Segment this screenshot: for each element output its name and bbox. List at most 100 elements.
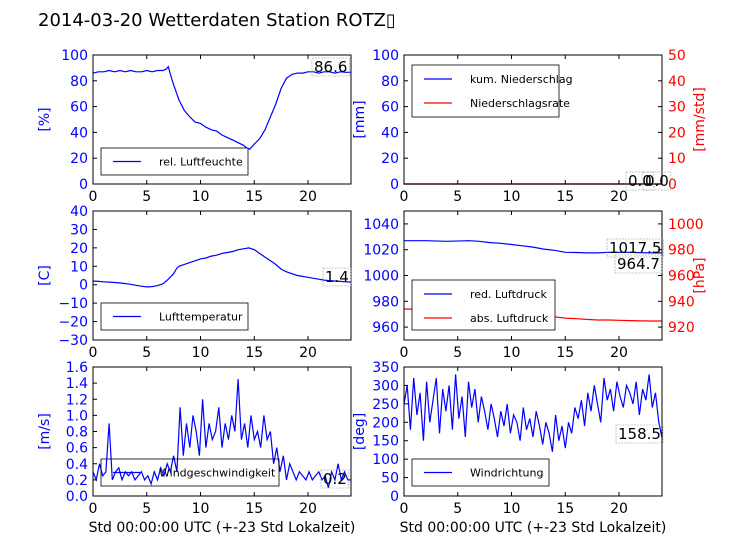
y-tick-label: 80 xyxy=(70,74,88,90)
last-value-box xyxy=(320,469,350,489)
y-tick-label: 0.8 xyxy=(66,425,88,441)
y-tick-label: 1020 xyxy=(363,243,399,259)
y-axis-label: [mm] xyxy=(352,100,368,138)
legend-label: abs. Luftdruck xyxy=(470,312,549,325)
x-tick-label: 0 xyxy=(89,189,98,205)
y-axis-label: [m/s] xyxy=(37,413,53,450)
y-tick-label: 0.6 xyxy=(66,441,88,457)
chart-panel-3: 0 5 10 15 20 −30 −20 −10 0 10 20 30 40 [C] Lufttempera… xyxy=(37,204,352,361)
y-tick-label: 1000 xyxy=(363,269,399,285)
y-tick-label: 20 xyxy=(381,151,399,167)
last-value-box xyxy=(322,267,352,287)
y-right-tick-label: 20 xyxy=(668,125,686,141)
y-tick-label: 80 xyxy=(381,74,399,90)
y-tick-label: −10 xyxy=(58,296,88,312)
y-tick-label: 0.0 xyxy=(66,489,88,505)
y-tick-label: 980 xyxy=(372,294,399,310)
plot-frame xyxy=(403,54,663,185)
x-tick-label: 20 xyxy=(610,189,628,205)
last-value-box xyxy=(311,57,350,77)
y-tick-label: 30 xyxy=(70,222,88,238)
y-axis-label: [%] xyxy=(37,107,53,131)
x-tick-label: 5 xyxy=(142,189,151,205)
y-tick-label: 0 xyxy=(79,177,88,193)
last-value-box xyxy=(625,171,655,191)
y-axis-label: [deg] xyxy=(352,413,368,450)
y-tick-label: 1.4 xyxy=(66,376,88,392)
x-tick-label: 15 xyxy=(245,189,263,205)
legend-box xyxy=(411,279,556,331)
y-tick-label: 60 xyxy=(381,100,399,116)
x-tick-label: 15 xyxy=(245,345,263,361)
legend: Lufttemperatur xyxy=(100,302,249,331)
last-value-label: 0.0 xyxy=(628,172,652,190)
y-tick-label: 1.6 xyxy=(66,360,88,376)
y-right-tick-label: 10 xyxy=(668,151,686,167)
legend-label: Windrichtung xyxy=(470,467,543,480)
y-tick-label: 40 xyxy=(381,125,399,141)
y-tick-label: −20 xyxy=(58,315,88,331)
legend: rel. Luftfeuchte xyxy=(100,147,249,176)
x-tick-label: 5 xyxy=(142,501,151,517)
last-value-label: 86.6 xyxy=(314,58,347,76)
y-tick-label: 200 xyxy=(372,415,399,431)
y-right-tick-label: 40 xyxy=(668,74,686,90)
chart-panel-2: 0 5 10 15 20 0 20 40 60 80 100 0 10 20 30 40 50 [mm/std] [… xyxy=(352,48,708,205)
legend-label: Niederschlagsrate xyxy=(470,97,570,110)
y-tick-label: 100 xyxy=(372,452,399,468)
y-tick-label: 0 xyxy=(390,489,399,505)
y-right-tick-label: 0 xyxy=(668,177,677,193)
y-tick-label: 20 xyxy=(70,241,88,257)
last-value-label: 158.5 xyxy=(618,425,661,443)
x-tick-label: 20 xyxy=(610,345,628,361)
last-value-label: 1.4 xyxy=(325,268,349,286)
x-tick-label: 5 xyxy=(453,345,462,361)
legend: Windgeschwindigkeit xyxy=(100,458,280,487)
y-tick-label: 60 xyxy=(70,100,88,116)
y-right-tick-label: 50 xyxy=(668,48,686,64)
last-value-label: 1017.5 xyxy=(609,239,662,257)
x-tick-label: 15 xyxy=(245,501,263,517)
y-right-axis-label: [hPa] xyxy=(692,257,708,293)
figure-title: 2014-03-20 Wetterdaten Station ROTZ▯ xyxy=(38,10,396,31)
series-line-1-1 xyxy=(92,65,351,150)
legend-label: Lufttemperatur xyxy=(159,311,243,324)
last-value-label: 0.0 xyxy=(645,172,669,190)
y-tick-label: 250 xyxy=(372,397,399,413)
y-right-tick-label: 30 xyxy=(668,100,686,116)
x-tick-label: 5 xyxy=(453,501,462,517)
y-tick-label: 1.2 xyxy=(66,392,88,408)
y-tick-label: 0.4 xyxy=(66,457,88,473)
x-tick-label: 10 xyxy=(503,189,521,205)
x-tick-label: 0 xyxy=(89,501,98,517)
legend: Windrichtung xyxy=(411,458,550,487)
chart-panel-4: 0 5 10 15 20 960 980 1000 1020 1040 920 940 960 980 10… xyxy=(363,210,708,361)
last-value-box xyxy=(615,424,664,444)
y-tick-label: 100 xyxy=(372,48,399,64)
x-tick-label: 0 xyxy=(400,501,409,517)
y-tick-label: 0 xyxy=(390,177,399,193)
x-tick-label: 15 xyxy=(556,189,574,205)
x-tick-label: 10 xyxy=(192,501,210,517)
legend: red. Luftdruck abs. Luftdruck xyxy=(411,279,556,331)
legend-label: Windgeschwindigkeit xyxy=(159,467,276,480)
y-right-tick-label: 920 xyxy=(668,320,695,336)
y-right-tick-label: 960 xyxy=(668,269,695,285)
x-tick-label: 5 xyxy=(453,189,462,205)
x-tick-label: 15 xyxy=(556,345,574,361)
legend: kum. Niederschlag Niederschlagsrate xyxy=(411,64,573,118)
x-tick-label: 0 xyxy=(400,189,409,205)
y-tick-label: 150 xyxy=(372,434,399,450)
x-tick-label: 5 xyxy=(142,345,151,361)
y-tick-label: 300 xyxy=(372,378,399,394)
x-tick-label: 20 xyxy=(610,501,628,517)
series-line-6-1 xyxy=(403,374,663,452)
x-tick-label: 10 xyxy=(192,345,210,361)
last-value-box xyxy=(606,238,664,258)
x-tick-label: 10 xyxy=(503,345,521,361)
x-tick-label: 15 xyxy=(556,501,574,517)
series-line-3-1 xyxy=(92,247,352,288)
y-right-tick-label: 940 xyxy=(668,294,695,310)
